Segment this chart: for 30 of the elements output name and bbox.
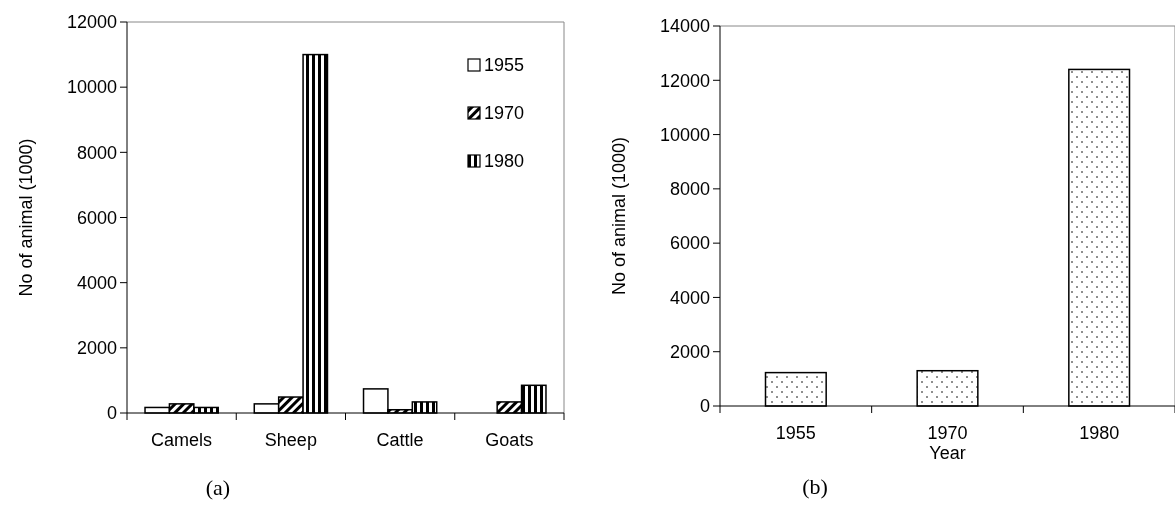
y-tick-label: 0 [106,403,117,424]
x-axis-title: Year [929,443,966,463]
y-tick-label: 10000 [66,77,117,98]
y-axis-title: No of animal (1000) [609,136,629,296]
y-tick-label: 2000 [669,342,710,363]
y-tick-label: 6000 [669,233,710,254]
x-tick-label: Camels [151,430,213,450]
y-tick-label: 4000 [76,272,117,293]
text: (a) [205,475,231,500]
legend-label: 1955 [484,55,525,76]
y-tick-label: 14000 [659,16,710,37]
legend-label: 1980 [484,151,525,172]
x-tick-label: 1970 [927,423,968,443]
y-tick-label: 2000 [76,338,117,359]
y-tick-label: 0 [699,396,710,417]
x-tick-label: 1955 [775,423,816,443]
x-tick-label: Cattle [376,430,424,450]
text: (b) [802,474,828,499]
y-tick-label: 10000 [659,124,710,145]
x-tick-label: 1980 [1079,423,1120,443]
y-tick-label: 8000 [76,142,117,163]
y-axis-title: No of animal (1000) [16,138,36,297]
legend-label: 1970 [484,103,525,124]
x-tick-label: Goats [485,430,534,450]
y-tick-label: 6000 [76,207,117,228]
y-tick-label: 12000 [66,12,117,33]
y-tick-label: 12000 [659,70,710,91]
y-tick-label: 8000 [669,179,710,200]
y-tick-label: 4000 [669,287,710,308]
x-tick-label: Sheep [264,430,317,450]
